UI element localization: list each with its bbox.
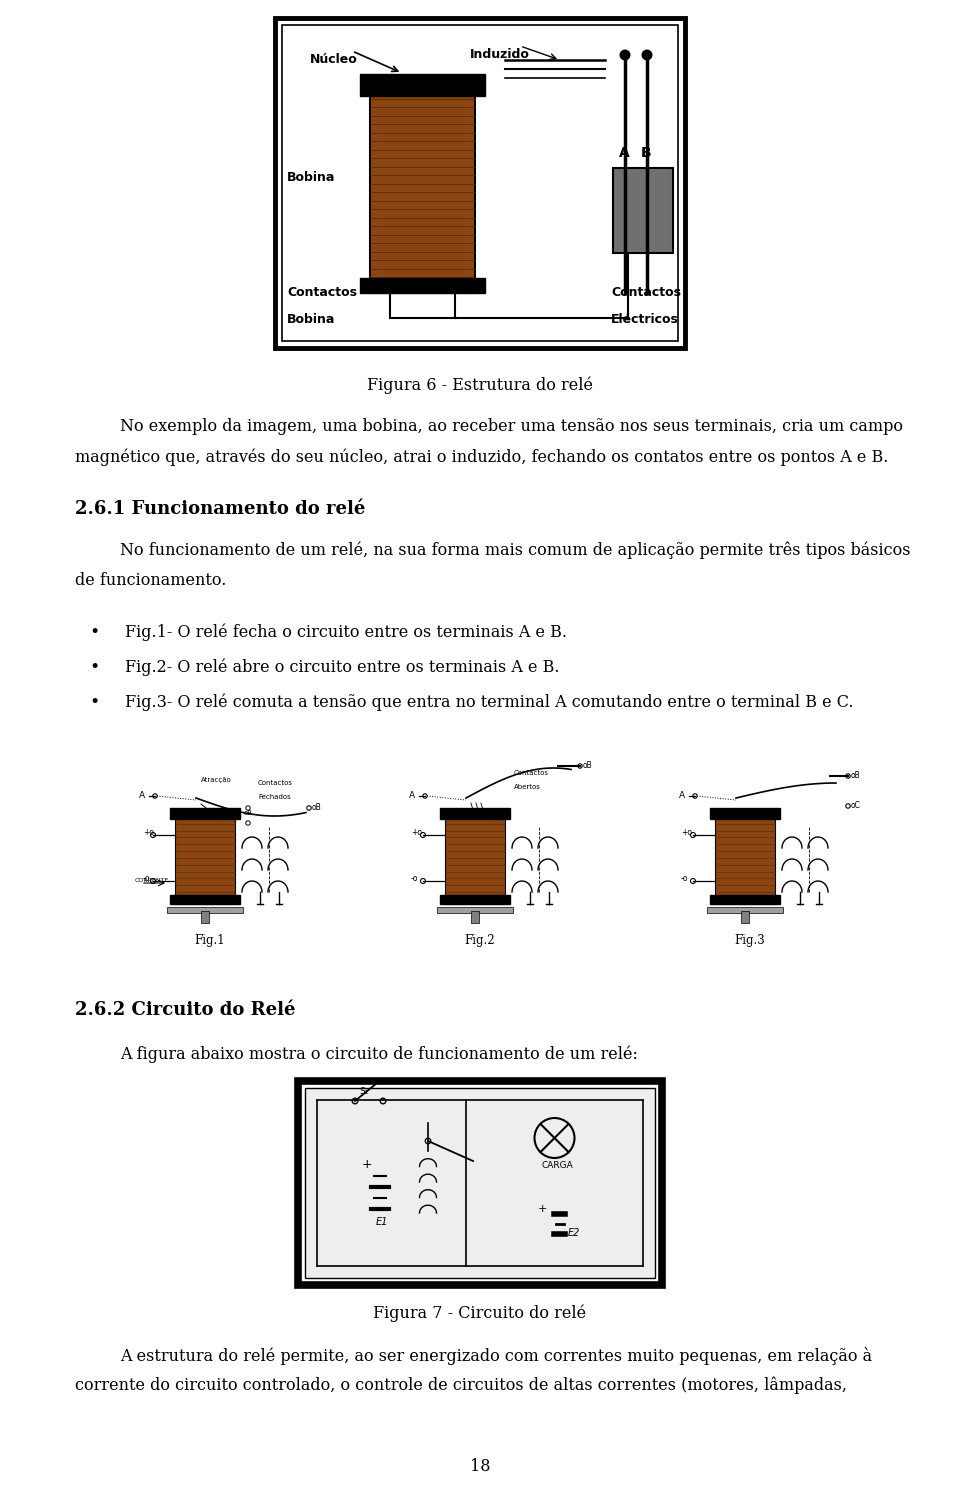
Text: +o: +o bbox=[411, 828, 422, 837]
Text: E2: E2 bbox=[567, 1228, 580, 1238]
Bar bbox=[715, 811, 775, 904]
FancyBboxPatch shape bbox=[282, 25, 678, 341]
Text: Contactos: Contactos bbox=[258, 780, 293, 786]
Text: CORRENTE: CORRENTE bbox=[135, 879, 169, 883]
Text: No funcionamento de um relé, na sua forma mais comum de aplicação permite três t: No funcionamento de um relé, na sua form… bbox=[120, 542, 910, 560]
Bar bbox=[167, 907, 243, 913]
Bar bbox=[170, 808, 240, 819]
Text: -o: -o bbox=[143, 874, 151, 883]
Text: Eléctricos: Eléctricos bbox=[611, 313, 679, 326]
Text: Bobina: Bobina bbox=[287, 313, 335, 326]
Bar bbox=[710, 808, 780, 819]
Bar bbox=[175, 811, 235, 904]
Text: +: + bbox=[538, 1204, 547, 1214]
Text: A: A bbox=[679, 792, 685, 801]
Text: Fig.2- O relé abre o circuito entre os terminais A e B.: Fig.2- O relé abre o circuito entre os t… bbox=[125, 659, 560, 677]
Text: oB: oB bbox=[583, 762, 592, 771]
Bar bbox=[707, 907, 783, 913]
Bar bbox=[440, 895, 510, 904]
Text: +: + bbox=[362, 1159, 372, 1171]
Bar bbox=[613, 168, 673, 253]
Bar bbox=[471, 912, 479, 924]
Text: +o: +o bbox=[681, 828, 692, 837]
Text: A estrutura do relé permite, ao ser energizado com correntes muito pequenas, em : A estrutura do relé permite, ao ser ener… bbox=[120, 1347, 872, 1365]
Text: E1: E1 bbox=[375, 1217, 388, 1228]
Text: Contactos: Contactos bbox=[514, 769, 549, 775]
Text: de funcionamento.: de funcionamento. bbox=[75, 572, 227, 588]
Text: -o: -o bbox=[681, 874, 688, 883]
Text: Fig.1: Fig.1 bbox=[195, 934, 226, 948]
Text: magnético que, através do seu núcleo, atrai o induzido, fechando os contatos ent: magnético que, através do seu núcleo, at… bbox=[75, 448, 888, 466]
Text: corrente do circuito controlado, o controle de circuitos de altas correntes (mot: corrente do circuito controlado, o contr… bbox=[75, 1377, 847, 1395]
Text: .: . bbox=[223, 994, 228, 1009]
Text: oB: oB bbox=[851, 771, 861, 780]
Text: 2.6.1 Funcionamento do relé: 2.6.1 Funcionamento do relé bbox=[75, 500, 366, 518]
Bar bbox=[370, 82, 475, 293]
Text: •: • bbox=[90, 695, 100, 711]
Text: Abertos: Abertos bbox=[514, 784, 540, 790]
Bar bbox=[741, 912, 749, 924]
Text: Atracção: Atracção bbox=[201, 777, 231, 783]
Text: S₁: S₁ bbox=[359, 1087, 369, 1096]
Bar bbox=[170, 895, 240, 904]
Text: CARGA: CARGA bbox=[541, 1162, 573, 1171]
Bar bbox=[360, 278, 485, 293]
Text: Núcleo: Núcleo bbox=[310, 52, 358, 66]
Text: -o: -o bbox=[411, 874, 419, 883]
Text: A: A bbox=[619, 147, 630, 160]
FancyBboxPatch shape bbox=[298, 1081, 662, 1284]
Text: B: B bbox=[641, 147, 652, 160]
Text: Contactos: Contactos bbox=[611, 286, 681, 299]
Text: A figura abaixo mostra o circuito de funcionamento de um relé:: A figura abaixo mostra o circuito de fun… bbox=[120, 1046, 637, 1063]
Text: Fig.3: Fig.3 bbox=[734, 934, 765, 948]
Text: 2.6.2 Circuito do Relé: 2.6.2 Circuito do Relé bbox=[75, 1001, 296, 1019]
Text: Fig.1- O relé fecha o circuito entre os terminais A e B.: Fig.1- O relé fecha o circuito entre os … bbox=[125, 624, 567, 642]
Text: A: A bbox=[409, 792, 415, 801]
Text: •: • bbox=[90, 659, 100, 677]
Bar bbox=[201, 912, 209, 924]
Text: Induzido: Induzido bbox=[470, 48, 530, 61]
Text: oC: oC bbox=[851, 801, 861, 810]
FancyBboxPatch shape bbox=[305, 1088, 655, 1278]
Bar bbox=[437, 907, 513, 913]
Text: No exemplo da imagem, uma bobina, ao receber uma tensão nos seus terminais, cria: No exemplo da imagem, uma bobina, ao rec… bbox=[120, 418, 903, 436]
Text: A: A bbox=[139, 792, 145, 801]
Text: Fig.2: Fig.2 bbox=[465, 934, 495, 948]
Bar bbox=[440, 808, 510, 819]
Text: +o: +o bbox=[143, 828, 154, 837]
Text: Figura 7 - Circuito do relé: Figura 7 - Circuito do relé bbox=[373, 1305, 587, 1322]
Text: Bobina: Bobina bbox=[287, 171, 335, 184]
Text: Fig.3- O relé comuta a tensão que entra no terminal A comutando entre o terminal: Fig.3- O relé comuta a tensão que entra … bbox=[125, 695, 853, 711]
Text: oB: oB bbox=[244, 810, 253, 816]
Text: oB: oB bbox=[312, 804, 322, 813]
Text: Contactos: Contactos bbox=[287, 286, 357, 299]
Circle shape bbox=[641, 49, 653, 60]
Bar bbox=[710, 895, 780, 904]
Bar bbox=[360, 73, 485, 96]
Text: Figura 6 - Estrutura do relé: Figura 6 - Estrutura do relé bbox=[367, 376, 593, 394]
Text: •: • bbox=[90, 624, 100, 641]
Text: Fechados: Fechados bbox=[258, 793, 291, 799]
FancyBboxPatch shape bbox=[275, 18, 685, 347]
Text: 18: 18 bbox=[469, 1458, 491, 1475]
Circle shape bbox=[619, 49, 631, 60]
Bar bbox=[445, 811, 505, 904]
